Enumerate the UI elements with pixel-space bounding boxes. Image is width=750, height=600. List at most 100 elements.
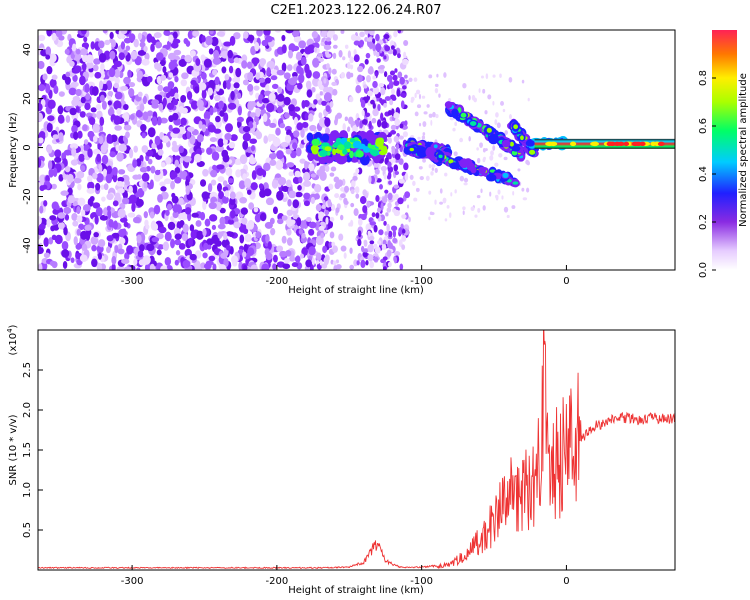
- spectrogram-blob: [65, 71, 71, 78]
- spectrogram-blob: [320, 221, 326, 226]
- spectrogram-blob: [277, 218, 284, 225]
- spectrogram-blob: [281, 235, 287, 244]
- spectrogram-blob: [399, 123, 404, 129]
- spectrogram-blob: [449, 116, 455, 121]
- spectrogram-blob: [275, 127, 281, 136]
- spectrogram-blob: [327, 198, 332, 206]
- spectrogram-blob: [251, 170, 257, 180]
- spectrogram-blob: [142, 111, 149, 121]
- spectrogram-blob: [383, 71, 388, 78]
- spectrogram-blob: [386, 74, 393, 83]
- spectrogram-blob: [239, 154, 248, 165]
- spectrogram-blob: [470, 166, 477, 174]
- spectrogram-blob: [239, 197, 248, 204]
- spectrogram-blob: [356, 143, 366, 150]
- spectrogram-blob: [276, 245, 284, 253]
- spectrogram-blob: [84, 83, 90, 94]
- spectrogram-blob: [204, 218, 211, 227]
- spectrogram-blob: [367, 244, 374, 253]
- spectrogram-blob: [269, 159, 277, 166]
- spectrogram-blob: [521, 187, 525, 192]
- spectrogram-blob: [202, 228, 207, 237]
- spectrogram-blob: [435, 114, 439, 119]
- colorbar: 0.0 0.2 0.4 0.6 0.8 Normalized spectral ampl…: [698, 30, 749, 278]
- spectrogram-blob: [248, 123, 254, 129]
- spectrogram-blob: [54, 204, 60, 211]
- spectrogram-blob: [112, 200, 119, 207]
- spectrogram-blob: [322, 245, 328, 254]
- spectrogram-blob: [361, 118, 368, 125]
- spectrogram-blob: [387, 192, 393, 201]
- spectrogram-blob: [434, 87, 439, 94]
- spectrogram-blob: [412, 180, 416, 186]
- spectrogram-blob: [330, 166, 337, 172]
- spectrogram-blob: [109, 151, 116, 158]
- spectrogram-blob: [462, 206, 466, 211]
- spectrogram-blob: [264, 84, 270, 93]
- spectrogram-blob: [109, 106, 114, 113]
- spectrogram-blob: [296, 122, 304, 131]
- spectrogram-blob: [482, 205, 486, 211]
- snr-x-axis-label: Height of straight line (km): [288, 585, 424, 596]
- spectrogram-blob: [263, 135, 268, 144]
- spectrogram-blob: [157, 149, 164, 156]
- spectrogram-blob: [163, 178, 172, 185]
- spectrogram-blob: [75, 243, 82, 250]
- spectrogram-blob: [243, 31, 249, 39]
- spectrogram-blob: [428, 216, 431, 221]
- spectrogram-blob: [301, 121, 309, 129]
- spectrogram-blob: [281, 34, 286, 42]
- spectrogram-blob: [237, 105, 242, 116]
- spectrogram-blob: [106, 235, 114, 242]
- spectrogram-blob: [320, 232, 325, 239]
- spectrogram-blob: [107, 100, 112, 106]
- spectrogram-blob: [347, 50, 352, 59]
- spectrogram-blob: [384, 45, 391, 52]
- spectrogram-blob: [69, 143, 79, 150]
- spectrogram-blob: [86, 187, 95, 194]
- spectrogram-blob: [293, 106, 301, 112]
- snr-panel: -300 -200 -100 0 0.5 1.0 1.5 2.0 2.5 Height of …: [6, 324, 676, 596]
- spectrogram-blob: [404, 120, 408, 127]
- spectrogram-blob: [247, 247, 255, 256]
- spectrogram-blob: [263, 188, 272, 197]
- spectrogram-blob: [471, 94, 476, 101]
- spectrogram-blob: [174, 239, 182, 246]
- spectrogram-blob: [159, 60, 166, 67]
- spectrogram-blob: [365, 112, 371, 118]
- y-tick-label: 2.5: [22, 362, 33, 378]
- spectrogram-blob: [369, 261, 375, 269]
- spectrogram-blob: [294, 170, 301, 178]
- spectrogram-blob: [244, 178, 252, 188]
- spectrogram-blob: [368, 41, 374, 49]
- spectrogram-blob: [120, 85, 128, 91]
- spectrogram-blob: [242, 251, 247, 258]
- spectrogram-blob: [317, 52, 323, 58]
- spectrogram-blob: [387, 166, 394, 173]
- spectrogram-blob: [358, 213, 364, 220]
- spectrogram-blob: [73, 131, 79, 140]
- spectrogram-blob: [43, 252, 51, 259]
- spectrogram-blob: [521, 79, 525, 84]
- spectrogram-blob: [498, 153, 503, 158]
- spectrogram-blob: [358, 230, 362, 238]
- spectrogram-blob: [392, 237, 398, 244]
- spectrogram-blob: [93, 58, 101, 65]
- spectrogram-blob: [147, 158, 153, 165]
- spectrogram-blob: [218, 190, 225, 200]
- x-tick-label: -100: [410, 576, 433, 587]
- spectrogram-blob: [381, 120, 388, 129]
- spectrogram-blob: [102, 30, 108, 34]
- spectrogram-blob: [279, 250, 287, 258]
- spectrogram-blob: [141, 145, 149, 153]
- spectrogram-blob: [323, 77, 327, 84]
- spectrogram-blob: [137, 32, 143, 41]
- colorbar-tick-label: 0.0: [698, 262, 709, 278]
- spectrogram-blob: [72, 74, 78, 83]
- spectrogram-blob: [95, 207, 103, 217]
- spectrogram-blob: [479, 142, 483, 148]
- spectrogram-blob: [102, 83, 108, 91]
- spectrogram-blob: [219, 216, 226, 226]
- spectrogram-blob: [394, 251, 400, 256]
- spectrogram-blob: [650, 141, 657, 147]
